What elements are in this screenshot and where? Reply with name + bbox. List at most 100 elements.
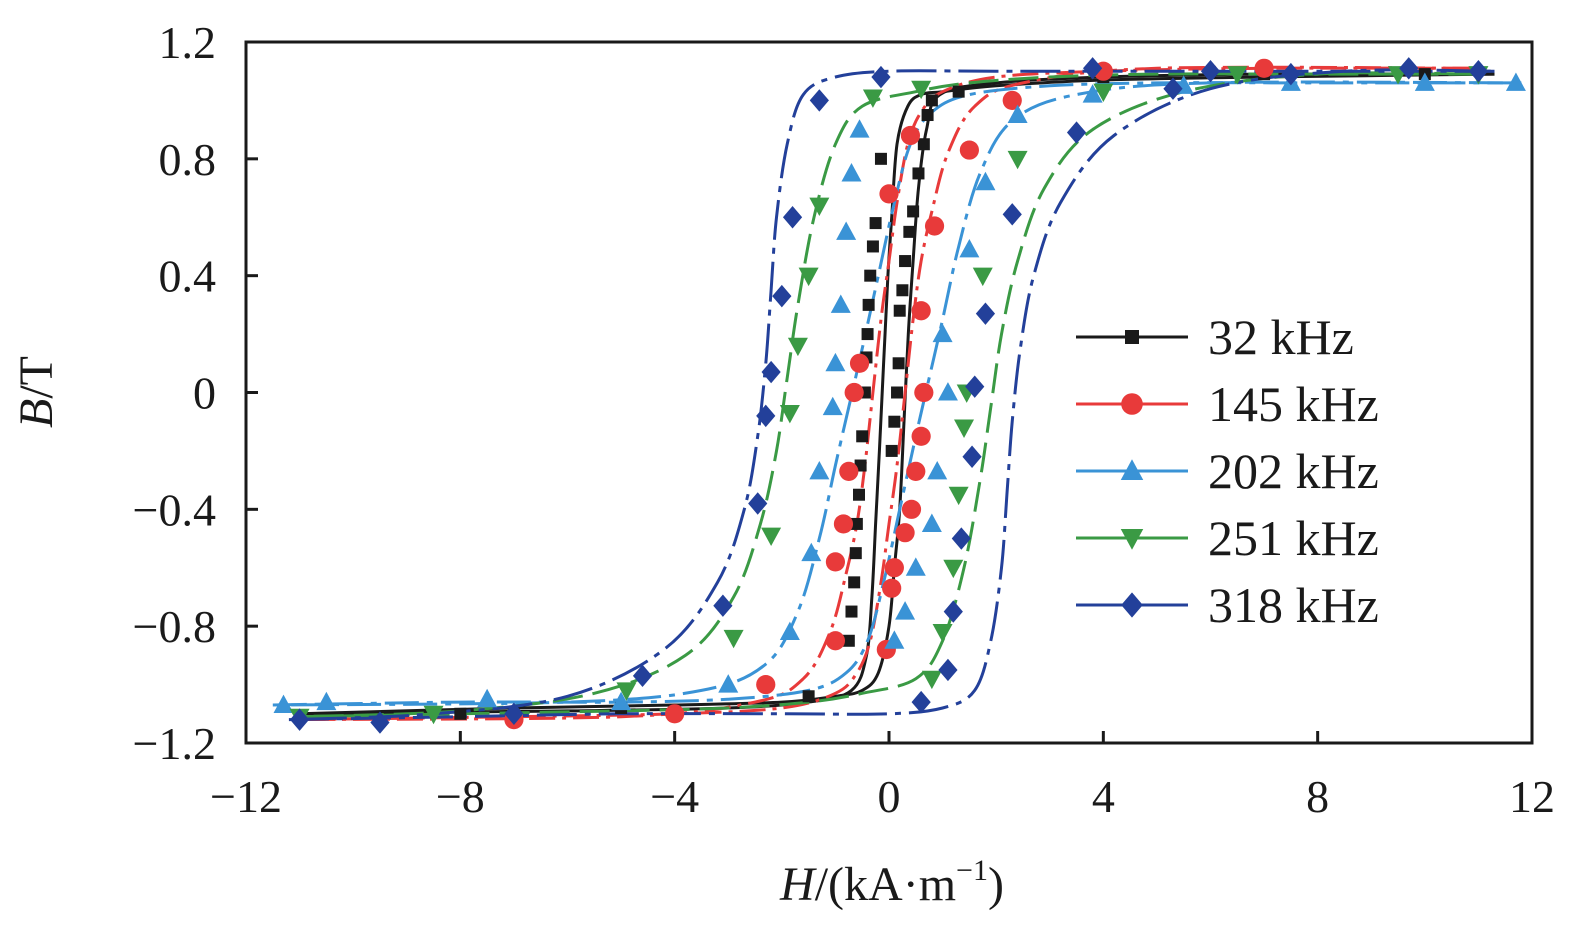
legend-item-145-khz: 145 kHz [1076, 376, 1379, 432]
series-145-khz-point [924, 216, 945, 236]
series-318-khz-point [761, 360, 781, 384]
x-tick-label: 12 [1509, 771, 1555, 822]
series-251-khz-point [932, 624, 953, 643]
series-32-khz-point [845, 605, 858, 618]
series-251-khz-point [798, 267, 819, 287]
series-318-khz-point [911, 690, 931, 714]
series-32-khz-point [888, 415, 901, 428]
x-axis-label: H/(kA·m−1) [779, 854, 1004, 911]
series-145-khz-point [1254, 58, 1274, 78]
legend-item-32-khz: 32 kHz [1076, 309, 1354, 365]
series-145-khz-point [900, 125, 921, 146]
series-202-khz-point [718, 674, 739, 693]
series-318-khz-point [809, 89, 829, 112]
y-tick-label: 1.2 [159, 17, 217, 68]
y-tick-label: −0.4 [133, 484, 216, 535]
series-32-khz-point [907, 205, 920, 218]
series-145-khz-descending-branch [299, 66, 1479, 722]
legend-marker [1120, 459, 1144, 480]
series-145-khz-point [839, 461, 859, 481]
series-251-khz-point [779, 404, 800, 424]
series-32-khz-point [869, 217, 882, 230]
y-tick-label: −0.8 [133, 601, 216, 652]
legend-item-251-khz: 251 kHz [1076, 510, 1379, 566]
series-318-khz-point [951, 527, 971, 550]
series-318-khz-point [713, 594, 733, 617]
y-tick-labels: 1.2 0.8 0.4 0 −0.4 −0.8 −1.2 [133, 17, 216, 769]
legend-label: 251 kHz [1208, 510, 1379, 566]
x-tick-label: 8 [1306, 771, 1329, 822]
series-202-khz-point [825, 352, 846, 372]
series-318-khz-point [1002, 203, 1022, 226]
legend-label: 145 kHz [1208, 376, 1379, 432]
series-145-khz-point [849, 353, 870, 373]
series-32-khz-point [891, 386, 904, 399]
series-318-khz-point [504, 702, 524, 725]
series-251-khz-point [911, 80, 932, 100]
series-145-khz-markers [504, 58, 1274, 730]
series-251-khz-point [1093, 83, 1114, 103]
series-32-khz-point [903, 225, 916, 238]
y-tick-label: −1.2 [133, 718, 216, 769]
series-202-khz-point [1007, 104, 1028, 124]
series-32-khz-markers [454, 68, 1431, 720]
series-202-khz-point [836, 221, 857, 240]
legend-marker [1120, 529, 1144, 550]
series-145-khz-point [879, 184, 899, 204]
series-318-khz-point [1468, 60, 1489, 83]
series-318-khz-point [1281, 62, 1301, 86]
series-202-khz-point [779, 621, 800, 641]
series-202-khz-point [611, 691, 632, 711]
series-145-khz-point [833, 514, 854, 534]
series-251-khz-descending-branch [299, 72, 1479, 719]
series-251-khz-point [1007, 150, 1028, 170]
series-202-khz-point [1082, 84, 1103, 103]
series-202-khz-point [975, 171, 996, 191]
x-tick-label: −8 [436, 771, 485, 822]
x-axis-unit-suffix: ) [988, 858, 1004, 911]
x-tick-label: 0 [878, 771, 901, 822]
series-32-khz-point [802, 690, 815, 703]
series-251-khz-point [423, 705, 444, 725]
series-202-khz-point [830, 294, 851, 313]
series-318-khz-point [756, 404, 776, 428]
series-251-khz-point [954, 419, 975, 438]
series-145-khz-point [882, 578, 902, 598]
series-318-khz-point [782, 206, 803, 229]
series-251-khz-point [921, 670, 942, 690]
series-251-khz-point [787, 337, 808, 357]
series-251-khz-point [761, 527, 782, 547]
series-32-khz-point [861, 328, 874, 341]
series-32-khz-point [862, 298, 875, 311]
series-32-khz-point [899, 255, 912, 268]
series-145-khz-point [756, 674, 776, 695]
series-251-khz-point [616, 682, 637, 701]
series-145-khz-point [825, 552, 846, 572]
series-202-khz-point [822, 396, 843, 416]
series-202-khz-point [477, 688, 498, 708]
series-145-khz-point [844, 382, 864, 403]
series-318-khz-point [1399, 57, 1419, 80]
series-202-khz-point [895, 601, 916, 620]
series-145-khz-point [959, 140, 979, 160]
series-32-khz-point [921, 109, 934, 122]
series-202-khz-point [959, 238, 980, 258]
series-251-khz-point [809, 197, 830, 216]
series-251-khz-markers [289, 66, 1489, 728]
series-202-khz-point [273, 694, 294, 714]
legend-label: 318 kHz [1208, 577, 1379, 633]
series-318-khz-point [1200, 60, 1221, 83]
y-axis-unit: /T [10, 356, 63, 399]
y-axis-symbol: B [10, 399, 63, 428]
series-202-khz-point [801, 542, 822, 562]
series-251-khz-point [943, 559, 964, 579]
series-145-khz-point [901, 499, 922, 519]
series-145-khz-point [884, 558, 904, 578]
series-202-khz-point [841, 163, 862, 182]
series-32-khz-point [892, 357, 905, 370]
series-318-khz-point [938, 658, 958, 682]
series-32-khz-point [893, 304, 906, 317]
series-145-khz-point [825, 631, 846, 651]
series-145-khz-point [911, 426, 931, 446]
